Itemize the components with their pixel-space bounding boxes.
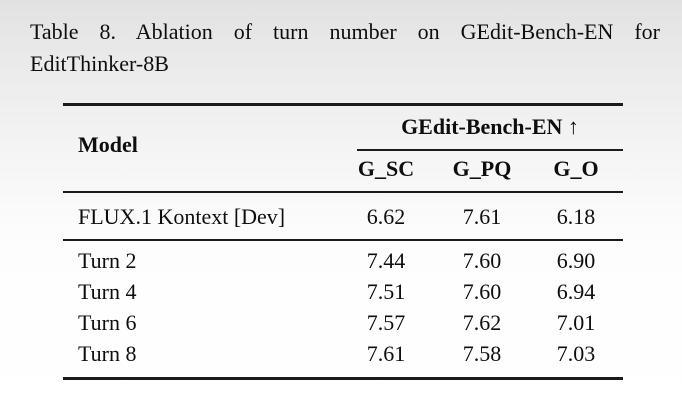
cell-value: 7.60 <box>462 248 502 273</box>
caption-line-1: Table 8. Ablation of turn number on GEdi… <box>30 19 660 44</box>
row-model-name: FLUX.1 Kontext [Dev] <box>78 204 286 229</box>
cell-value: 6.94 <box>556 279 596 304</box>
table-caption: Table 8. Ablation of turn number on GEdi… <box>30 16 660 80</box>
row-model-name: Turn 4 <box>78 279 137 304</box>
column-header-model: Model <box>78 132 138 157</box>
row-model-name: Turn 6 <box>78 310 137 335</box>
cell-value: 7.44 <box>366 248 406 273</box>
cell-value: 6.62 <box>366 204 406 229</box>
cell-value: 7.62 <box>462 310 502 335</box>
baseline-row-rule <box>63 239 623 241</box>
cell-value: 7.58 <box>462 341 502 366</box>
column-group-header-gedit-bench-en: GEdit-Bench-EN ↑ <box>401 114 579 139</box>
row-model-name: Turn 2 <box>78 248 137 273</box>
cell-value: 7.61 <box>366 341 406 366</box>
cell-value: 7.01 <box>556 310 596 335</box>
caption-line-2: EditThinker-8B <box>30 51 169 76</box>
row-model-name: Turn 8 <box>78 341 137 366</box>
cell-value: 7.03 <box>556 341 596 366</box>
ablation-table: Model GEdit-Bench-EN ↑ G_SC G_PQ G_O FLU… <box>63 96 623 388</box>
cell-value: 6.90 <box>556 248 596 273</box>
cell-value: 7.57 <box>366 310 406 335</box>
column-header-g-o: G_O <box>553 156 599 181</box>
column-header-g-sc: G_SC <box>357 156 415 181</box>
column-header-g-pq: G_PQ <box>452 156 512 181</box>
table-bottom-rule <box>63 377 623 380</box>
cell-value: 7.60 <box>462 279 502 304</box>
header-bottom-rule <box>63 191 623 193</box>
cell-value: 6.18 <box>556 204 596 229</box>
group-header-cmidrule <box>357 149 623 151</box>
table-top-rule <box>63 103 623 106</box>
cell-value: 7.51 <box>366 279 406 304</box>
cell-value: 7.61 <box>462 204 502 229</box>
